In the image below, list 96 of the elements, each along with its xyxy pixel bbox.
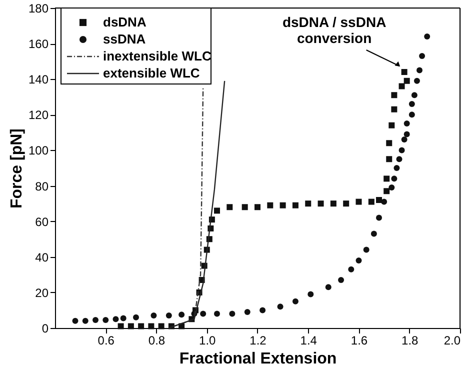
point — [260, 307, 266, 314]
y-tick-label: 0 — [42, 322, 49, 336]
point — [118, 323, 124, 330]
point — [348, 266, 354, 272]
x-tick-label: 1.8 — [402, 334, 419, 348]
point — [242, 204, 248, 210]
point — [254, 204, 260, 210]
y-tick-label: 100 — [28, 144, 49, 158]
point — [133, 314, 139, 320]
x-tick-label: 0.8 — [148, 334, 166, 348]
point — [343, 200, 350, 207]
point — [381, 198, 388, 205]
point — [305, 200, 312, 207]
point — [92, 317, 98, 323]
point — [416, 67, 422, 74]
point — [338, 277, 344, 283]
point — [214, 208, 220, 214]
point — [166, 312, 172, 319]
y-tick-label: 60 — [35, 214, 49, 229]
x-tick-label: 1.6 — [350, 334, 368, 348]
point — [384, 188, 390, 194]
point — [277, 304, 284, 310]
line-series — [168, 80, 226, 329]
point — [398, 83, 405, 90]
point — [386, 140, 392, 146]
point — [214, 310, 220, 317]
point — [388, 122, 395, 128]
x-tick-label: 0.6 — [98, 334, 115, 348]
point — [356, 257, 362, 264]
point — [112, 316, 119, 322]
point — [267, 202, 274, 208]
point — [363, 246, 370, 253]
point — [226, 204, 233, 210]
point — [384, 176, 390, 182]
point — [376, 197, 382, 203]
y-tick-label: 160 — [28, 37, 49, 52]
point — [308, 291, 314, 298]
x-tick-label: 1.0 — [199, 334, 216, 348]
point — [72, 318, 78, 324]
point — [330, 200, 336, 207]
point — [120, 315, 126, 322]
point — [396, 156, 402, 162]
point — [280, 202, 286, 208]
point — [391, 106, 398, 112]
point — [404, 120, 410, 127]
point — [158, 323, 164, 330]
point — [391, 176, 398, 182]
point — [376, 214, 382, 221]
point — [411, 92, 418, 98]
point — [368, 198, 374, 205]
y-axis-title: Force [pN] — [8, 128, 26, 208]
point — [391, 92, 398, 98]
point — [128, 323, 134, 330]
x-tick-label: 1.2 — [250, 334, 267, 348]
point — [408, 101, 415, 107]
point — [102, 317, 109, 323]
legend-label: ssDNA — [103, 32, 146, 46]
y-tick-label: 140 — [28, 72, 49, 87]
x-axis-title: Fractional Extension — [179, 350, 337, 368]
y-tick-label: 40 — [35, 250, 49, 264]
point — [394, 165, 400, 171]
point — [292, 298, 298, 304]
point — [398, 147, 405, 154]
legend-label: inextensible WLC — [103, 48, 212, 64]
point — [356, 198, 362, 205]
point — [229, 310, 236, 317]
y-tick-label: 20 — [35, 286, 49, 300]
y-tick-label: 180 — [28, 2, 49, 16]
point — [401, 69, 408, 75]
point — [386, 156, 392, 162]
point — [82, 318, 88, 324]
point — [292, 202, 298, 208]
x-tick-label: 1.4 — [300, 334, 318, 348]
point — [414, 78, 420, 84]
point — [424, 33, 430, 40]
point — [325, 284, 332, 290]
point — [148, 323, 154, 330]
y-tick-label: 120 — [28, 108, 49, 122]
point — [419, 53, 426, 59]
annotation: dsDNA / ssDNA conversion — [282, 14, 386, 46]
point — [388, 184, 395, 191]
point — [404, 131, 410, 138]
point — [404, 78, 410, 84]
point — [150, 312, 157, 319]
point — [178, 312, 185, 318]
x-tick-label: 2.0 — [444, 334, 461, 348]
y-tick-label: 80 — [35, 179, 49, 194]
legend-label: dsDNA — [103, 14, 147, 30]
point — [200, 310, 206, 317]
point — [401, 136, 408, 143]
legend-label: extensible WLC — [103, 66, 200, 80]
point — [244, 309, 250, 315]
point — [408, 112, 415, 118]
point — [318, 200, 324, 207]
point — [370, 230, 377, 237]
point — [138, 323, 144, 330]
